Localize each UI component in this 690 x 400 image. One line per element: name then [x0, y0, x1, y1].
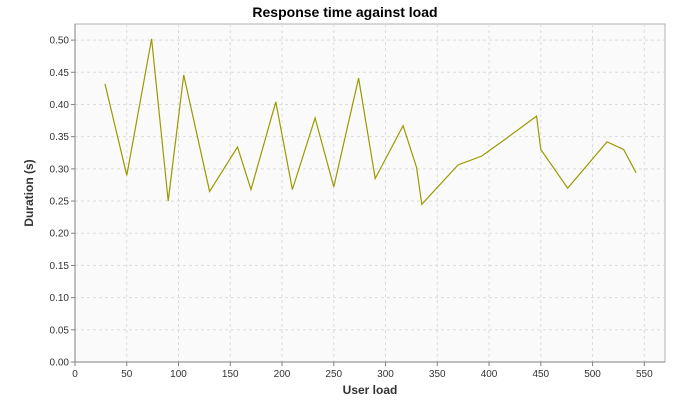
data-point: [605, 139, 610, 144]
y-tick-label: 0.50: [50, 36, 70, 47]
data-point: [235, 144, 240, 149]
y-tick-label: 0.35: [50, 132, 70, 143]
y-tick-label: 0.00: [50, 358, 70, 369]
y-tick-label: 0.20: [50, 229, 70, 240]
data-point: [313, 115, 318, 120]
x-tick-label: 150: [222, 369, 239, 380]
chart-title: Response time against load: [252, 4, 437, 20]
y-tick-label: 0.15: [50, 261, 70, 272]
data-point: [248, 187, 253, 192]
data-point: [331, 184, 336, 189]
data-point: [273, 99, 278, 104]
grid-lines: [74, 24, 665, 363]
x-tick-label: 50: [121, 369, 133, 380]
y-tick-label: 0.30: [50, 164, 70, 175]
data-point: [534, 114, 539, 119]
y-tick-label: 0.05: [50, 325, 70, 336]
series-line: [104, 38, 637, 206]
plot-area: [74, 23, 666, 363]
data-point: [166, 199, 171, 204]
data-point: [634, 170, 639, 175]
y-tick-label: 0.40: [50, 100, 70, 111]
y-tick-label: 0.45: [50, 68, 70, 79]
data-point: [373, 176, 378, 181]
y-tick-label: 0.10: [50, 293, 70, 304]
data-point: [414, 165, 419, 170]
series-layer: [103, 36, 639, 207]
x-tick-label: 550: [636, 369, 653, 380]
y-tick-label: 0.25: [50, 197, 70, 208]
x-tick-label: 250: [325, 369, 342, 380]
x-tick-label: 500: [584, 369, 601, 380]
data-point: [565, 186, 570, 191]
x-tick-label: 300: [377, 369, 394, 380]
data-point: [419, 202, 424, 207]
data-point: [356, 76, 361, 81]
data-point: [479, 153, 484, 158]
x-tick-label: 350: [429, 369, 446, 380]
x-axis-label: User load: [343, 383, 398, 397]
axes: 0.00 0.05 0.10 0.15 0.20 0.25 0.30 0.35 0.40 0.45…: [50, 24, 665, 380]
x-tick-label: 0: [72, 369, 78, 380]
data-point: [538, 147, 543, 152]
data-point: [103, 81, 108, 86]
x-tick-label: 200: [274, 369, 291, 380]
data-point: [621, 147, 626, 152]
data-point: [455, 162, 460, 167]
x-tick-label: 100: [170, 369, 187, 380]
data-point: [207, 189, 212, 194]
data-point: [181, 72, 186, 77]
data-point: [501, 138, 506, 143]
data-point: [290, 187, 295, 192]
data-point: [401, 123, 406, 128]
x-tick-label: 400: [481, 369, 498, 380]
data-point: [149, 36, 154, 41]
data-point: [124, 173, 129, 178]
y-axis-label: Duration (s): [22, 159, 36, 226]
x-tick-label: 450: [532, 369, 549, 380]
